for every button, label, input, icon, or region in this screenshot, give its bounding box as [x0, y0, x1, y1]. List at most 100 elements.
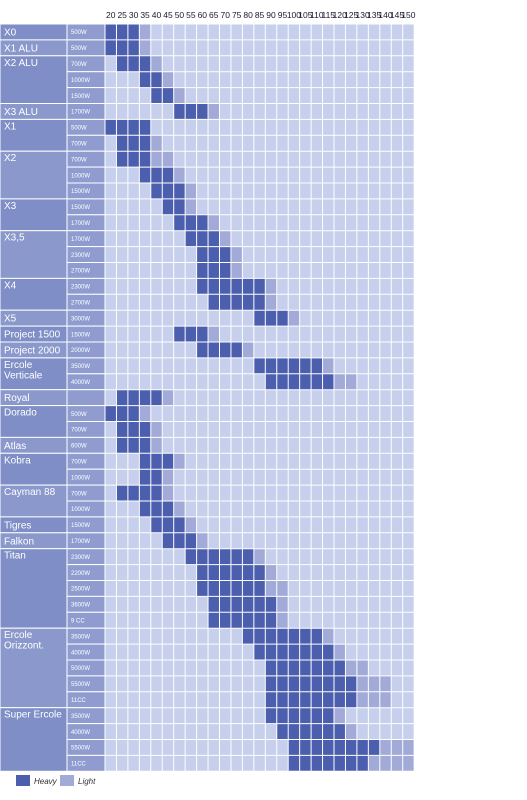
wattage-label: 1000W	[71, 78, 90, 84]
x-tick-label: 115	[321, 10, 335, 20]
wattage-label: 700W	[71, 141, 87, 147]
wattage-label: 1000W	[71, 507, 90, 513]
group-label-cell	[0, 405, 68, 438]
wattage-label: 3600W	[71, 603, 90, 609]
wattage-label: 500W	[71, 46, 87, 52]
wattage-label: 700W	[71, 491, 87, 497]
group-name: X0	[4, 27, 17, 38]
wattage-label: 700W	[71, 157, 87, 163]
wattage-label: 1700W	[71, 539, 90, 545]
wattage-label: 3500W	[71, 364, 90, 370]
wattage-label: 5500W	[71, 682, 90, 688]
group-name: Titan	[4, 551, 26, 562]
group-name: Orizzont.	[4, 641, 44, 652]
x-tick-label: 60	[198, 10, 208, 20]
x-tick-label: 150	[401, 10, 415, 20]
group-name: Dorado	[4, 408, 37, 419]
wattage-label: 3000W	[71, 316, 90, 322]
group-label-cell	[0, 230, 68, 279]
wattage-label: 3500W	[71, 714, 90, 720]
x-tick-label: 70	[220, 10, 230, 20]
wattage-label: 2700W	[71, 300, 90, 306]
heavy-legend-swatch	[16, 775, 30, 786]
wattage-label: 1000W	[71, 475, 90, 481]
x-tick-label: 105	[298, 10, 312, 20]
x-tick-label: 20	[106, 10, 116, 20]
wattage-label: 1700W	[71, 110, 90, 116]
x-tick-label: 50	[175, 10, 185, 20]
light-legend-label: Light	[78, 777, 96, 786]
right-fade	[105, 24, 527, 772]
group-name: Super Ercole	[4, 710, 62, 721]
group-name: X3	[4, 201, 17, 212]
wattage-label: 700W	[71, 62, 87, 68]
group-name: X3 ALU	[4, 107, 38, 118]
x-tick-label: 145	[390, 10, 404, 20]
wattage-label: 2700W	[71, 269, 90, 275]
group-name: Project 1500	[4, 330, 61, 341]
wattage-label: 1700W	[71, 221, 90, 227]
x-tick-label: 30	[129, 10, 139, 20]
group-label-cell	[0, 55, 68, 104]
wattage-label: 700W	[71, 459, 87, 465]
wattage-label: 1500W	[71, 189, 90, 195]
x-tick-label: 125	[344, 10, 358, 20]
wattage-label: 2300W	[71, 285, 90, 291]
group-name: X2	[4, 153, 17, 164]
group-name: Ercole	[4, 360, 33, 371]
group-name: Verticale	[4, 370, 43, 381]
x-tick-label: 65	[209, 10, 219, 20]
x-tick-label: 80	[243, 10, 253, 20]
x-tick-label: 35	[140, 10, 150, 20]
wattage-label: 5500W	[71, 746, 90, 752]
group-name: Atlas	[4, 441, 26, 452]
group-label-cell	[0, 484, 68, 518]
wattage-label: 2000W	[71, 348, 90, 354]
group-name: X1	[4, 121, 17, 132]
wattage-label: 4000W	[71, 730, 90, 736]
wattage-label: 2300W	[71, 253, 90, 259]
x-axis: 20 25 30 35 40 45 50 55 60 65 70 75 80 85 90 95 10010511…	[106, 10, 416, 20]
heavy-legend-label: Heavy	[34, 777, 58, 786]
wattage-label: 600W	[71, 444, 87, 450]
x-tick-label: 85	[255, 10, 265, 20]
wattage-label: 500W	[71, 126, 87, 132]
wattage-label: 1000W	[71, 173, 90, 179]
wattage-label: 1500W	[71, 332, 90, 338]
x-tick-label: 110	[310, 10, 324, 20]
x-tick-label: 75	[232, 10, 242, 20]
group-label-cell	[0, 118, 68, 152]
wattage-label: 3500W	[71, 634, 90, 640]
group-label-cell	[0, 707, 68, 772]
wattage-label: 9 CC	[71, 618, 85, 624]
group-name: Falkon	[4, 536, 34, 547]
x-tick-label: 135	[367, 10, 381, 20]
group-name: Royal	[4, 393, 30, 404]
x-tick-label: 120	[333, 10, 347, 20]
x-tick-label: 25	[117, 10, 127, 20]
group-name: X3,5	[4, 233, 25, 244]
wattage-label: 11CC	[71, 698, 87, 704]
group-name: X2 ALU	[4, 58, 38, 69]
x-tick-label: 140	[378, 10, 392, 20]
wattage-label: 4000W	[71, 380, 90, 386]
wattage-cell	[66, 389, 106, 407]
group-name: Cayman 88	[4, 487, 56, 498]
group-name: X5	[4, 314, 17, 325]
group-label-cell	[0, 548, 68, 629]
wattage-label: 2200W	[71, 571, 90, 577]
group-name: Project 2000	[4, 345, 61, 356]
group-name: Tigres	[4, 520, 31, 531]
group-name: X1 ALU	[4, 43, 38, 54]
x-tick-label: 45	[163, 10, 173, 20]
wattage-label: 1500W	[71, 523, 90, 529]
group-label-cell	[0, 627, 68, 709]
x-tick-label: 90	[266, 10, 276, 20]
wattage-label: 500W	[71, 412, 87, 418]
x-tick-label: 55	[186, 10, 196, 20]
group-label-cell	[0, 150, 68, 200]
group-name: Kobra	[4, 455, 31, 466]
wattage-label: 1500W	[71, 205, 90, 211]
light-legend-swatch	[60, 775, 74, 786]
